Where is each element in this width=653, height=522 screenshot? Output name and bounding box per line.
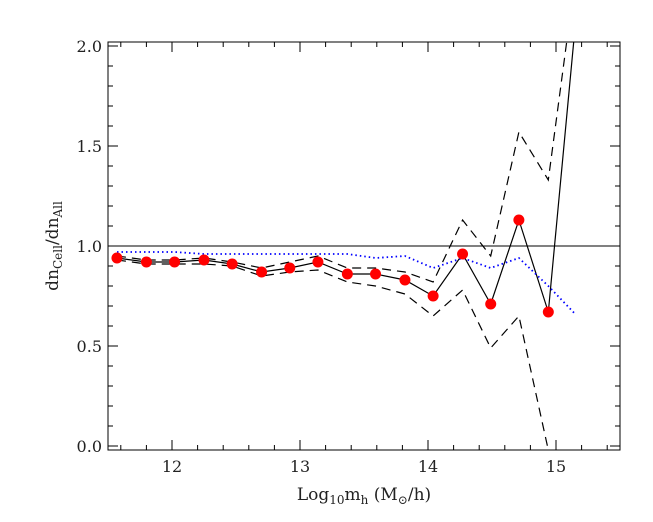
series-line-dotted-3	[117, 251, 576, 315]
data-point-marker	[427, 290, 439, 302]
y-label-sub-b: All	[51, 201, 65, 219]
x-label-part-a: Log	[297, 485, 330, 505]
data-point-marker	[341, 268, 353, 280]
y-label-part-b: /dn	[43, 217, 63, 245]
y-label-part-a: dn	[43, 269, 63, 291]
series-line-extension	[547, 42, 575, 313]
tick-labels: 12 13 14 15 0.0 0.5 1.0 1.5 2.0	[77, 37, 567, 476]
marker-layer	[111, 214, 554, 318]
data-point-marker	[140, 256, 152, 268]
data-point-marker	[256, 266, 268, 278]
y-axis-label: dnCell/dnAll	[43, 201, 65, 291]
data-point-marker	[284, 262, 296, 274]
series-line-dashed-1	[116, 42, 568, 283]
x-label-sub-b: h	[361, 493, 369, 507]
y-tick-label: 1.5	[77, 137, 102, 156]
y-tick-label: 0.5	[77, 337, 102, 356]
series-line-dashed-2	[116, 259, 549, 450]
y-tick-label: 1.0	[77, 237, 102, 256]
data-point-marker	[226, 258, 238, 270]
x-tick-label: 13	[290, 457, 310, 476]
x-tick-label: 15	[546, 457, 566, 476]
plot-frame	[107, 41, 621, 451]
data-point-marker	[457, 248, 469, 260]
y-label-sub-a: Cell	[51, 245, 65, 269]
data-point-marker	[312, 256, 324, 268]
y-tick-label: 0.0	[77, 437, 102, 456]
x-tick-label: 14	[418, 457, 438, 476]
data-point-marker	[513, 214, 525, 226]
x-label-sub-c: ⊙	[398, 493, 408, 507]
data-point-marker	[198, 254, 210, 266]
x-label-sub-a: 10	[329, 493, 344, 507]
data-point-marker	[485, 298, 497, 310]
series-layer	[116, 42, 576, 450]
x-axis-label: Log10mh (M⊙/h)	[297, 485, 431, 507]
x-label-part-d: /h)	[408, 485, 431, 505]
data-point-marker	[111, 252, 123, 264]
x-label-part-b: m	[345, 485, 361, 505]
data-point-marker	[370, 268, 382, 280]
series-line-solid-markers-0	[116, 218, 549, 313]
data-point-marker	[542, 306, 554, 318]
data-point-marker	[399, 274, 411, 286]
x-tick-label: 12	[162, 457, 182, 476]
data-point-marker	[169, 256, 181, 268]
y-tick-label: 2.0	[77, 37, 102, 56]
x-label-part-c: (M	[368, 485, 397, 505]
